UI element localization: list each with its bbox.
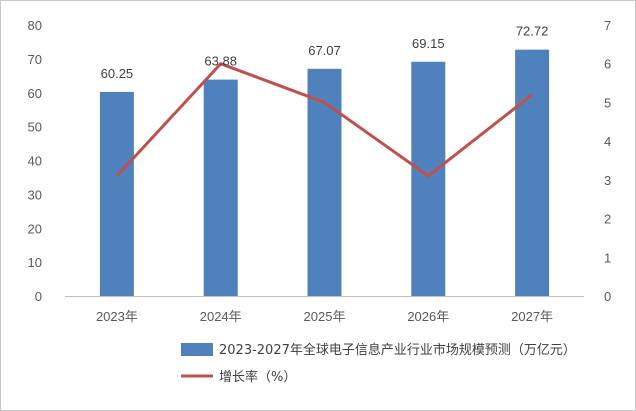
- bar: [99, 91, 134, 296]
- right-tick-label: 6: [604, 57, 611, 72]
- line-series: [115, 62, 534, 178]
- bar: [307, 68, 342, 296]
- growth-rate-line: [115, 62, 534, 178]
- bar: [515, 49, 550, 297]
- left-tick-label: 10: [28, 255, 42, 270]
- x-tick-label: 2026年: [407, 309, 449, 324]
- right-tick-label: 2: [604, 212, 611, 227]
- bar-data-labels: 60.25 63.88 67.07 69.15 72.72: [101, 24, 549, 81]
- legend-line-label: 增长率（%）: [219, 369, 296, 385]
- right-tick-label: 7: [604, 18, 611, 33]
- bar: [411, 61, 446, 296]
- left-tick-label: 20: [28, 221, 42, 236]
- bar-data-label: 69.15: [412, 36, 445, 51]
- bar-data-label: 72.72: [516, 24, 549, 39]
- left-tick-label: 80: [28, 18, 42, 33]
- right-tick-label: 0: [604, 289, 611, 304]
- x-tick-label: 2023年: [96, 309, 138, 324]
- x-tick-label: 2025年: [304, 309, 346, 324]
- x-tick-label: 2024年: [200, 309, 242, 324]
- right-tick-label: 3: [604, 173, 611, 188]
- bar-data-label: 67.07: [308, 43, 341, 58]
- right-tick-label: 4: [604, 134, 611, 149]
- left-tick-label: 60: [28, 86, 42, 101]
- legend-bar-label: 2023-2027年全球电子信息产业行业市场规模预测（万亿元）: [219, 342, 576, 358]
- left-tick-label: 30: [28, 187, 42, 202]
- left-tick-label: 0: [35, 289, 42, 304]
- right-tick-label: 5: [604, 95, 611, 110]
- bar-series: [99, 49, 550, 297]
- bar-data-label: 63.88: [204, 54, 237, 69]
- bar: [203, 79, 238, 296]
- legend: 2023-2027年全球电子信息产业行业市场规模预测（万亿元） 增长率（%）: [181, 342, 576, 385]
- right-axis: 0 1 2 3 4 5 6 7: [604, 18, 611, 304]
- left-tick-label: 70: [28, 52, 42, 67]
- legend-bar-swatch: [181, 343, 213, 356]
- x-axis: 2023年 2024年 2025年 2026年 2027年: [96, 309, 553, 324]
- left-axis: 0 10 20 30 40 50 60 70 80: [28, 18, 42, 304]
- x-tick-label: 2027年: [511, 309, 553, 324]
- left-tick-label: 50: [28, 120, 42, 135]
- left-tick-label: 40: [28, 154, 42, 169]
- bar-data-label: 60.25: [101, 66, 134, 81]
- right-tick-label: 1: [604, 250, 611, 265]
